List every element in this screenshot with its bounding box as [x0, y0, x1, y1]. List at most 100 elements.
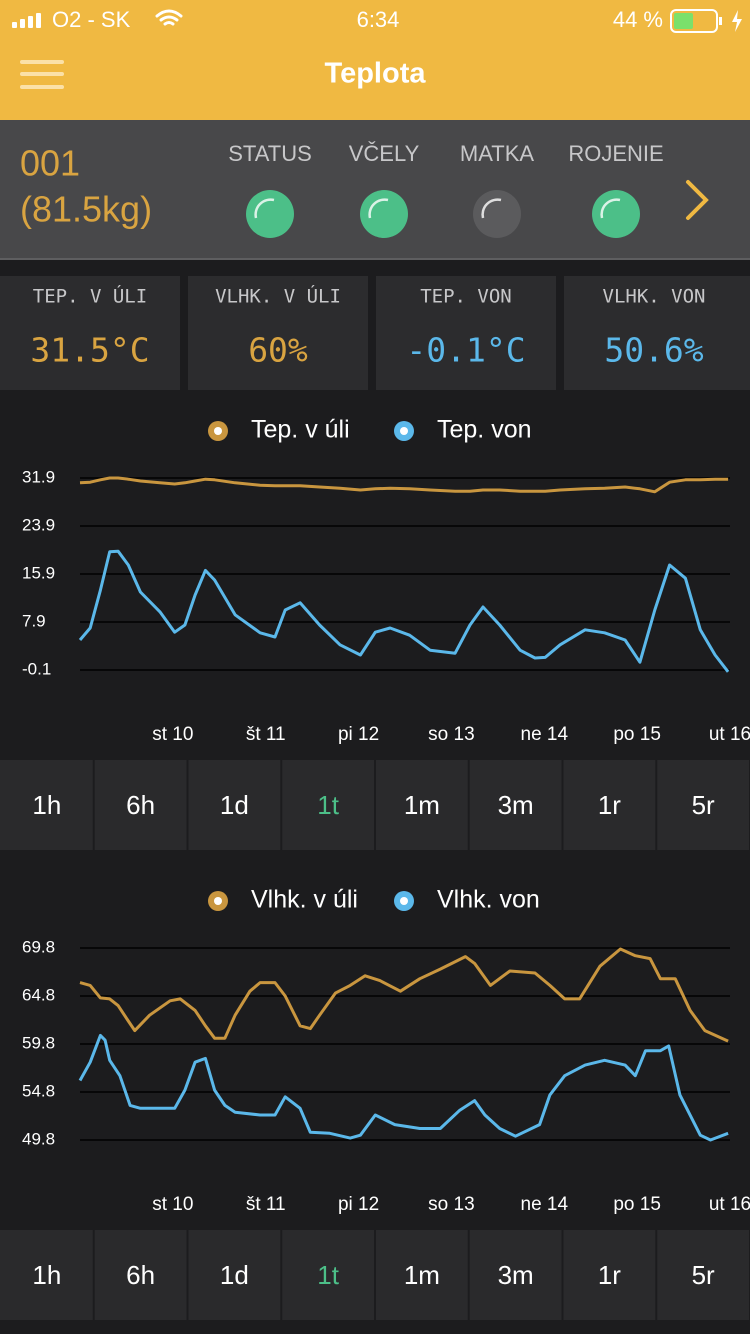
reading-value: 60%	[248, 331, 308, 370]
range-button-bg	[94, 1230, 187, 1320]
battery-icon	[670, 9, 742, 33]
reading-card	[376, 276, 556, 390]
indicator-label: STATUS	[228, 141, 312, 166]
hive-weight: (81.5kg)	[20, 189, 152, 230]
range-button-bg	[0, 1230, 93, 1320]
y-tick-label: 59.8	[22, 1033, 55, 1052]
y-tick-label: 31.9	[22, 467, 55, 486]
range-button-bg	[376, 760, 468, 850]
range-button-label: 1r	[598, 1260, 621, 1290]
next-button[interactable]	[686, 180, 709, 220]
y-tick-label: 15.9	[22, 563, 55, 582]
range-button[interactable]: 1t	[282, 760, 374, 850]
range-button-bg	[0, 760, 93, 850]
range-button[interactable]: 1t	[282, 1230, 374, 1320]
range-button-label: 5r	[692, 1260, 715, 1290]
x-tick-label: so 13	[428, 1194, 474, 1215]
range-button-label: 6h	[126, 790, 155, 820]
page-title: Teplota	[325, 58, 427, 90]
indicator	[592, 190, 640, 238]
series-line	[79, 476, 729, 494]
y-tick-label: 7.9	[22, 611, 46, 630]
x-tick-label: po 15	[613, 724, 661, 745]
indicator-shine	[600, 198, 621, 219]
range-button[interactable]: 1d	[188, 1230, 281, 1320]
range-button-bg	[188, 760, 281, 850]
range-button-label: 1m	[404, 790, 440, 820]
range-button-label: 6h	[126, 1260, 155, 1290]
x-tick-label: št 11	[246, 1194, 286, 1215]
legend-marker-center	[400, 427, 408, 435]
x-tick-label: ne 14	[521, 724, 569, 745]
range-button[interactable]: 3m	[469, 1230, 562, 1320]
y-tick-label: 54.8	[22, 1081, 55, 1100]
range-button[interactable]: 1r	[563, 760, 656, 850]
x-tick-label: pi 12	[338, 1194, 379, 1215]
range-button-label: 3m	[498, 1260, 534, 1290]
range-button[interactable]: 1m	[376, 760, 468, 850]
x-tick-label: ne 14	[521, 1194, 569, 1215]
range-button[interactable]: 1r	[563, 1230, 656, 1320]
range-button[interactable]: 1d	[188, 760, 281, 850]
range-button-label: 1t	[317, 1260, 339, 1290]
range-button[interactable]: 6h	[94, 1230, 187, 1320]
range-button-label: 1h	[32, 790, 61, 820]
y-tick-label: 64.8	[22, 985, 55, 1004]
wifi-icon	[155, 9, 183, 26]
indicator-shine	[481, 198, 502, 219]
indicator	[246, 190, 294, 238]
range-button-label: 3m	[498, 790, 534, 820]
reading-label: VLHK. V ÚLI	[215, 284, 341, 308]
reading-card	[0, 276, 180, 390]
range-button[interactable]: 1m	[376, 1230, 468, 1320]
range-button-label: 1d	[220, 790, 249, 820]
x-tick-label: st 10	[152, 1194, 193, 1215]
reading-value: -0.1°C	[406, 331, 525, 370]
y-tick-label: -0.1	[22, 659, 51, 678]
legend-label: Vlhk. v úli	[251, 886, 358, 914]
reading-card	[188, 276, 368, 390]
range-button-bg	[282, 1230, 374, 1320]
header-bar	[0, 0, 750, 120]
range-button-label: 1r	[598, 790, 621, 820]
range-button[interactable]: 5r	[657, 760, 749, 850]
x-tick-label: št 11	[246, 724, 286, 745]
range-button[interactable]: 3m	[469, 760, 562, 850]
range-button[interactable]: 5r	[657, 1230, 749, 1320]
indicator	[473, 190, 521, 238]
x-tick-label: ut 16	[709, 1194, 750, 1215]
x-tick-label: pi 12	[338, 724, 379, 745]
range-button[interactable]: 1h	[0, 1230, 93, 1320]
range-button-label: 1m	[404, 1260, 440, 1290]
x-tick-label: po 15	[613, 1194, 661, 1215]
reading-label: TEP. V ÚLI	[33, 284, 147, 308]
range-button-bg	[282, 760, 374, 850]
y-tick-label: 69.8	[22, 937, 55, 956]
reading-value: 50.6%	[604, 331, 703, 370]
range-button-label: 5r	[692, 790, 715, 820]
series-line	[78, 549, 730, 673]
range-button-bg	[657, 760, 749, 850]
legend-label: Tep. von	[437, 416, 532, 444]
range-button-bg	[657, 1230, 749, 1320]
menu-button[interactable]	[20, 60, 64, 89]
y-tick-label: 49.8	[22, 1129, 55, 1148]
range-button-label: 1d	[220, 1260, 249, 1290]
hive-id: 001	[20, 143, 80, 184]
range-button[interactable]: 6h	[94, 760, 187, 850]
signal-icon	[12, 13, 41, 28]
range-button-label: 1h	[32, 1260, 61, 1290]
legend-marker-center	[400, 897, 408, 905]
legend-label: Vlhk. von	[437, 886, 540, 914]
range-button-bg	[469, 760, 562, 850]
range-button-bg	[563, 760, 656, 850]
range-button-bg	[188, 1230, 281, 1320]
range-button-bg	[376, 1230, 468, 1320]
range-button-bg	[469, 1230, 562, 1320]
indicator-label: VČELY	[349, 141, 420, 166]
indicator	[360, 190, 408, 238]
indicator-label: ROJENIE	[568, 141, 663, 166]
indicator-label: MATKA	[460, 141, 534, 166]
range-button[interactable]: 1h	[0, 760, 93, 850]
